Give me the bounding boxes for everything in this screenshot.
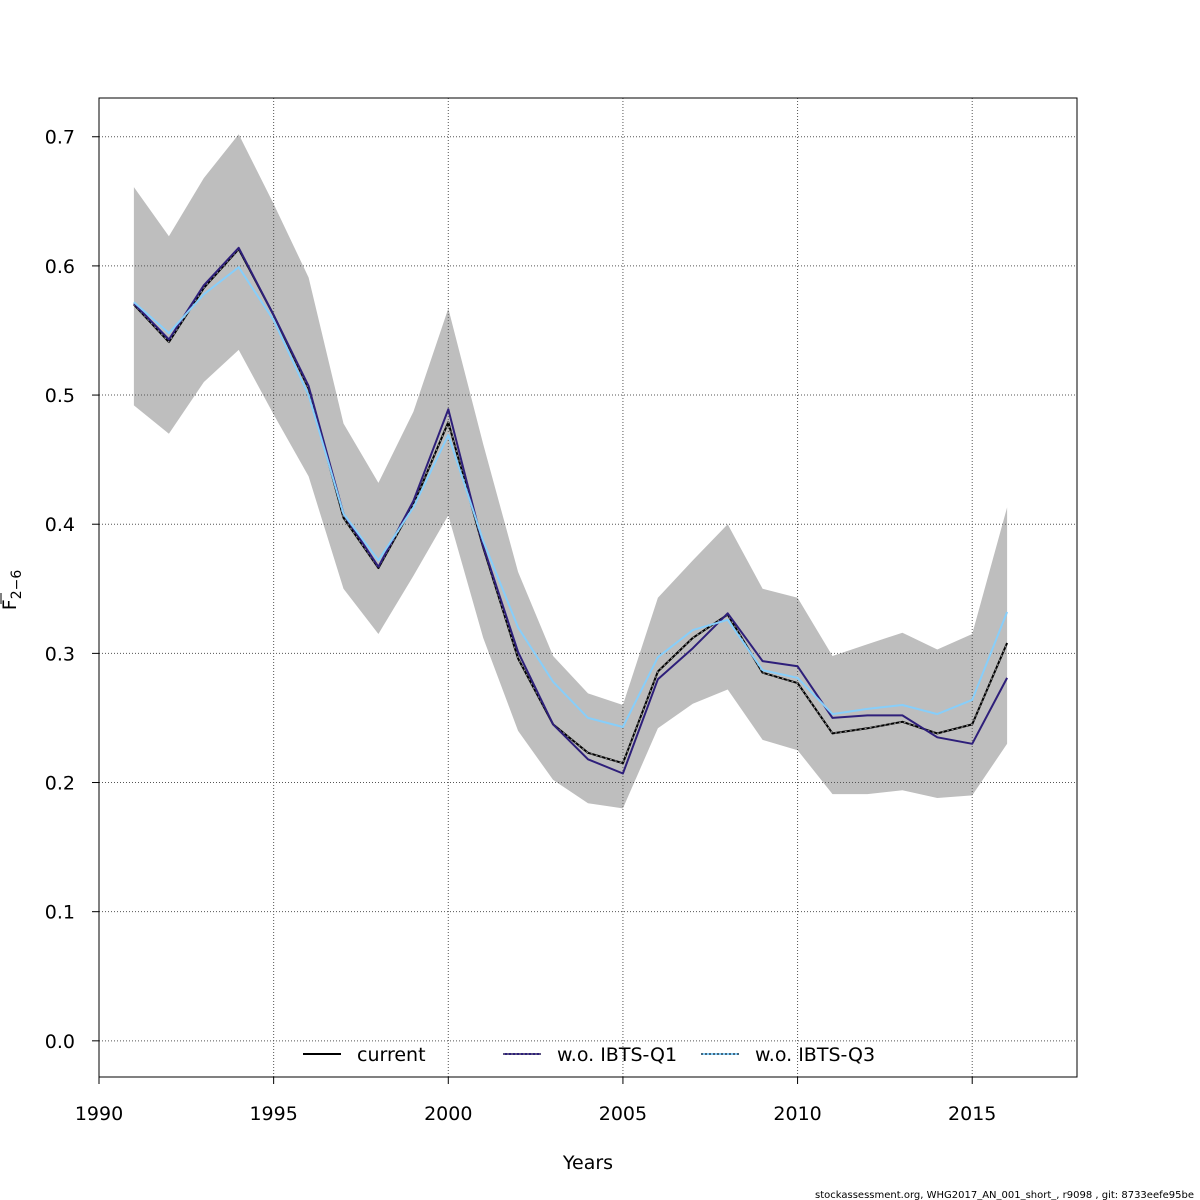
confidence-band-layer (133, 134, 1008, 809)
legend-item-0: current (303, 1044, 426, 1066)
x-tick-label: 2005 (599, 1103, 647, 1125)
x-tick-label: 2010 (773, 1103, 821, 1125)
x-tick-label: 1990 (75, 1103, 123, 1125)
footer-credit: stockassessment.org, WHG2017_AN_001_shor… (815, 1190, 1194, 1200)
x-tick-label: 2000 (424, 1103, 472, 1125)
y-tick-label: 0.5 (45, 385, 75, 407)
x-tick-label: 1995 (249, 1103, 297, 1125)
y-tick-label: 0.7 (45, 127, 75, 149)
y-tick-label: 0.0 (45, 1031, 75, 1053)
legend: current w.o. IBTS-Q1 w.o. IBTS-Q3 (303, 1044, 875, 1066)
y-tick-label: 0.4 (45, 514, 75, 536)
x-axis-title: Years (562, 1152, 613, 1174)
legend-label: w.o. IBTS-Q3 (755, 1044, 875, 1066)
y-axis-title-main: F (0, 599, 21, 610)
legend-item-1: w.o. IBTS-Q1 (503, 1044, 677, 1066)
y-tick-label: 0.3 (45, 643, 75, 665)
legend-label: w.o. IBTS-Q1 (557, 1044, 677, 1066)
y-tick-label: 0.2 (45, 773, 75, 795)
series-line-1 (133, 246, 1008, 775)
series-layer (133, 246, 1009, 775)
legend-label: current (357, 1044, 426, 1066)
series-line-2 (133, 266, 1009, 728)
grid-layer (99, 98, 1077, 1077)
axis-layer: 1990 1995 2000 2005 2010 2015 0.0 0.1 0.2 0.3 0.4 0… (45, 98, 1077, 1125)
y-axis-title-subscript: 2−6 (9, 570, 25, 600)
legend-item-2: w.o. IBTS-Q3 (701, 1044, 875, 1066)
confidence-band (133, 134, 1008, 809)
y-axis-title: F2−6 (0, 570, 25, 611)
y-tick-label: 0.6 (45, 256, 75, 278)
y-tick-label: 0.1 (45, 902, 75, 924)
x-tick-label: 2015 (948, 1103, 996, 1125)
svg-text:F2−6: F2−6 (0, 570, 25, 611)
